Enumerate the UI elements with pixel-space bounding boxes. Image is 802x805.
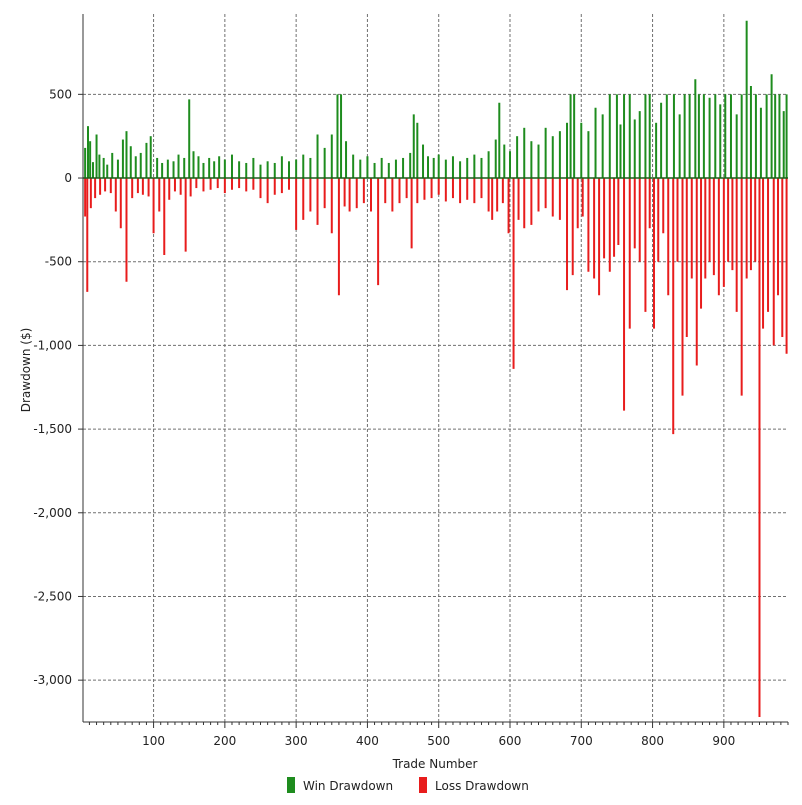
x-axis-title: Trade Number <box>392 757 478 771</box>
y-tick-label: -1,000 <box>33 338 72 352</box>
tick-labels: 100 200 300 400 500 600 700 800 900 500 0 -500 -1,00… <box>33 87 735 748</box>
y-tick-label: -500 <box>45 255 72 269</box>
x-tick-label: 600 <box>499 734 522 748</box>
y-tick-label: -2,000 <box>33 506 72 520</box>
legend-swatch-win <box>287 777 295 793</box>
x-tick-label: 500 <box>427 734 450 748</box>
legend-label-win: Win Drawdown <box>303 779 393 793</box>
axes <box>78 14 789 728</box>
legend-item-win: Win Drawdown <box>287 777 393 793</box>
x-tick-label: 300 <box>285 734 308 748</box>
x-tick-label: 200 <box>213 734 236 748</box>
bar-series <box>84 20 788 717</box>
x-tick-label: 400 <box>356 734 379 748</box>
legend: Win Drawdown Loss Drawdown <box>287 777 529 793</box>
x-tick-label: 800 <box>641 734 664 748</box>
loss-series <box>84 178 788 717</box>
legend-swatch-loss <box>419 777 427 793</box>
legend-label-loss: Loss Drawdown <box>435 779 529 793</box>
x-tick-label: 700 <box>570 734 593 748</box>
y-tick-label: -3,000 <box>33 673 72 687</box>
win-series <box>84 20 788 179</box>
legend-item-loss: Loss Drawdown <box>419 777 529 793</box>
y-axis-title: Drawdown ($) <box>19 328 33 413</box>
y-tick-label: 0 <box>64 171 72 185</box>
x-tick-label: 100 <box>142 734 165 748</box>
grid-lines <box>83 14 788 722</box>
x-tick-label: 900 <box>712 734 735 748</box>
y-tick-label: 500 <box>49 87 72 101</box>
y-tick-label: -1,500 <box>33 422 72 436</box>
y-tick-label: -2,500 <box>33 589 72 603</box>
